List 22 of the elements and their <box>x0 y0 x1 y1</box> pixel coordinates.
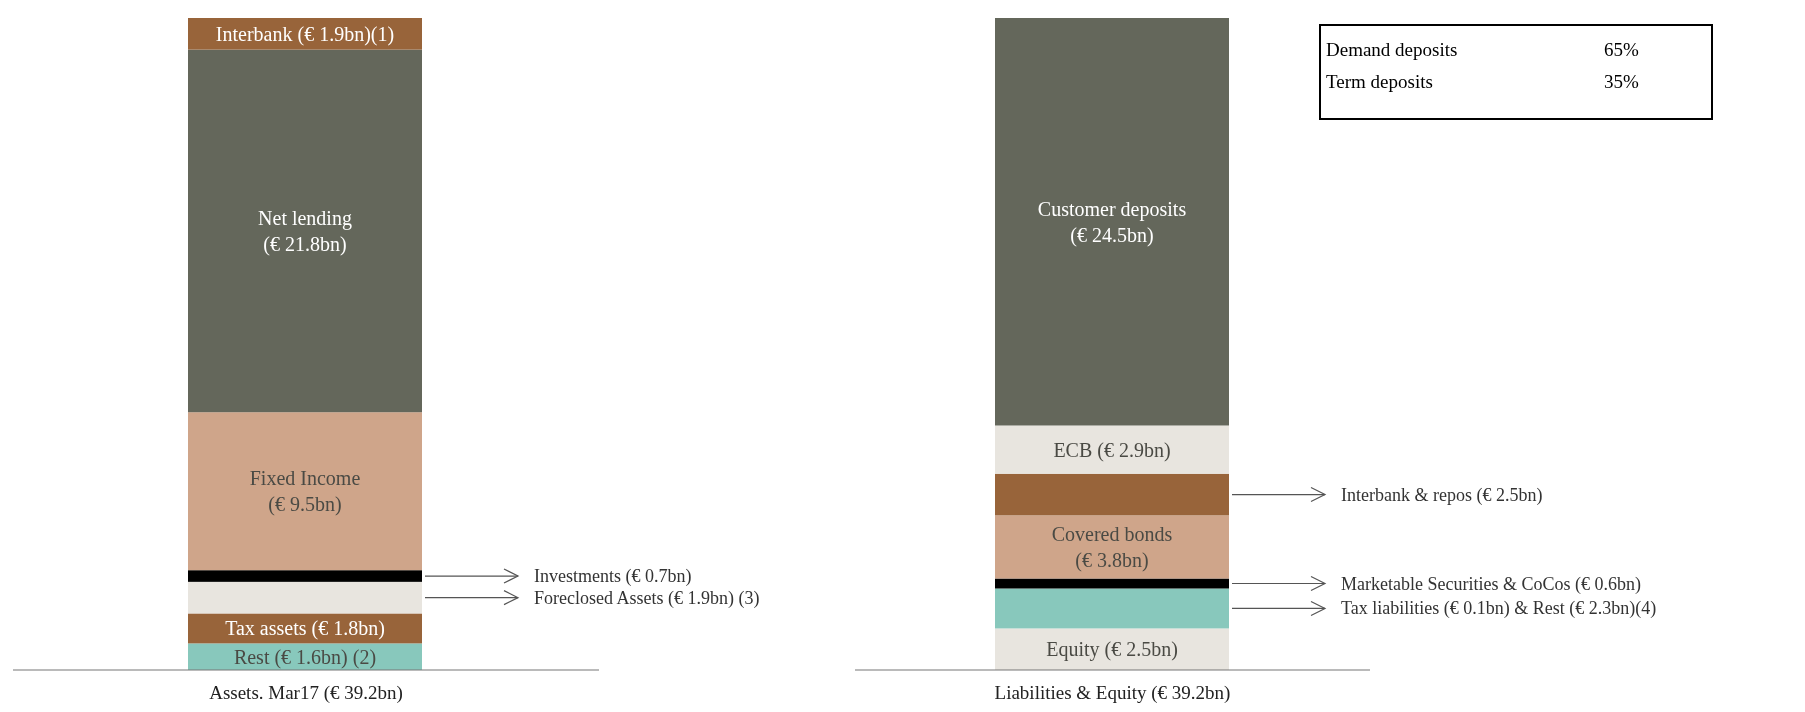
series-label: Fixed Income <box>249 467 361 490</box>
text: Rest (€ 1.6bn) (2) <box>233 645 377 668</box>
series-label: Net lending <box>258 206 352 230</box>
text: Interbank (€ 1.9bn)(1) <box>215 22 395 45</box>
data-label: (€ 3.8bn) <box>1075 548 1149 572</box>
data-label: (€ 24.5bn) <box>1070 223 1154 247</box>
text: ECB (€ 2.9bn) <box>1053 438 1171 461</box>
x-tick-label: Liabilities & Equity (€ 39.2bn) <box>994 682 1231 704</box>
series-label: Customer deposits <box>1037 197 1187 221</box>
data-label: (€ 9.5bn) <box>268 493 342 517</box>
data-label: (€ 21.8bn) <box>263 232 347 256</box>
x-tick-label: Assets. Mar17 (€ 39.2bn) <box>209 682 403 704</box>
text: Investments (€ 0.7bn) <box>534 566 692 588</box>
text: Marketable Securities & CoCos (€ 0.6bn) <box>1341 573 1641 595</box>
text: Term deposits 35% <box>1326 71 1639 92</box>
text: Foreclosed Assets (€ 1.9bn) (3) <box>534 587 760 609</box>
text: Equity (€ 2.5bn) <box>1046 638 1178 661</box>
text: Interbank & repos (€ 2.5bn) <box>1341 484 1543 506</box>
text: Tax assets (€ 1.8bn) <box>225 617 385 640</box>
series-label: Covered bonds <box>1051 522 1173 545</box>
text: Demand deposits 65% <box>1326 39 1639 60</box>
text: Tax liabilities (€ 0.1bn) & Rest (€ 2.3bn)(4) <box>1341 598 1657 620</box>
